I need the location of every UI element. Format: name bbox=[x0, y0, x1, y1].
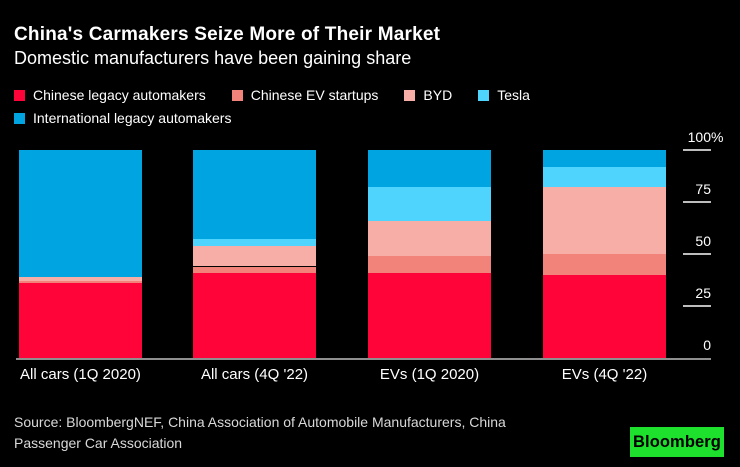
segment-chinese-legacy-automakers bbox=[543, 274, 666, 358]
y-tick-mark-100 bbox=[683, 149, 711, 151]
legend-item-byd: BYD bbox=[404, 87, 452, 103]
bar-evs-1q-2020 bbox=[368, 150, 491, 358]
y-tick-label-25: 25 bbox=[695, 285, 711, 301]
segment-chinese-legacy-automakers bbox=[368, 272, 491, 358]
segment-chinese-legacy-automakers bbox=[193, 272, 316, 358]
segment-chinese-ev-startups bbox=[543, 254, 666, 275]
segment-international-legacy-automakers bbox=[543, 150, 666, 167]
y-tick-mark-50 bbox=[683, 253, 711, 255]
source-line-1: Source: BloombergNEF, China Association … bbox=[14, 414, 506, 430]
bar-all-cars-1q-2020 bbox=[19, 150, 142, 358]
legend-label: International legacy automakers bbox=[33, 110, 232, 126]
legend: Chinese legacy automakers Chinese EV star… bbox=[14, 87, 728, 126]
y-tick-mark-75 bbox=[683, 201, 711, 203]
y-tick-label-50: 50 bbox=[695, 233, 711, 249]
segment-international-legacy-automakers bbox=[193, 150, 316, 240]
source-note: Source: BloombergNEF, China Association … bbox=[14, 412, 506, 454]
segment-chinese-legacy-automakers bbox=[19, 283, 142, 358]
x-axis-label-evs-1q-2020: EVs (1Q 2020) bbox=[379, 366, 480, 383]
y-tick-label-100: 100% bbox=[687, 129, 724, 145]
x-axis-label-evs-4q-22: EVs (4Q '22) bbox=[561, 366, 648, 383]
segment-international-legacy-automakers bbox=[368, 150, 491, 188]
legend-label: BYD bbox=[423, 87, 453, 103]
chart-title: China's Carmakers Seize More of Their Ma… bbox=[14, 24, 441, 45]
segment-byd bbox=[19, 276, 142, 282]
legend-swatch-icon bbox=[231, 89, 243, 101]
bloomberg-logo: Bloomberg bbox=[630, 427, 724, 457]
chart-subtitle: Domestic manufacturers have been gaining… bbox=[14, 48, 412, 68]
source-line-2: Passenger Car Association bbox=[14, 435, 183, 451]
bar-all-cars-4q-22 bbox=[193, 150, 316, 358]
x-axis-label-all-cars-4q-22: All cars (4Q '22) bbox=[200, 366, 309, 383]
segment-tesla bbox=[543, 166, 666, 188]
legend-swatch-icon bbox=[404, 89, 416, 101]
legend-swatch-icon bbox=[14, 112, 25, 124]
legend-swatch-icon bbox=[478, 89, 490, 101]
bar-evs-4q-22 bbox=[543, 150, 666, 358]
legend-label: Tesla bbox=[497, 87, 530, 103]
y-tick-mark-25 bbox=[683, 305, 711, 307]
segment-byd bbox=[368, 220, 491, 257]
segment-chinese-ev-startups bbox=[368, 256, 491, 273]
legend-label: Chinese EV startups bbox=[250, 87, 379, 103]
y-tick-label-75: 75 bbox=[695, 181, 711, 197]
segment-chinese-ev-startups bbox=[19, 281, 142, 284]
segment-tesla bbox=[193, 239, 316, 246]
x-axis-baseline bbox=[16, 358, 711, 360]
x-axis-label-all-cars-1q-2020: All cars (1Q 2020) bbox=[20, 366, 141, 383]
legend-label: Chinese legacy automakers bbox=[33, 87, 206, 103]
percent-sign: % bbox=[711, 129, 724, 145]
legend-swatch-icon bbox=[14, 89, 25, 101]
segment-chinese-ev-startups bbox=[193, 266, 316, 273]
legend-item-international-legacy-automakers: International legacy automakers bbox=[14, 110, 231, 126]
legend-item-chinese-legacy-automakers: Chinese legacy automakers bbox=[14, 87, 206, 103]
segment-byd bbox=[543, 187, 666, 254]
segment-international-legacy-automakers bbox=[19, 150, 142, 277]
legend-item-chinese-ev-startups: Chinese EV startups bbox=[231, 87, 379, 103]
legend-item-tesla: Tesla bbox=[478, 87, 530, 103]
segment-byd bbox=[193, 245, 316, 267]
y-tick-label-0: 0 bbox=[703, 337, 711, 353]
segment-tesla bbox=[368, 187, 491, 221]
